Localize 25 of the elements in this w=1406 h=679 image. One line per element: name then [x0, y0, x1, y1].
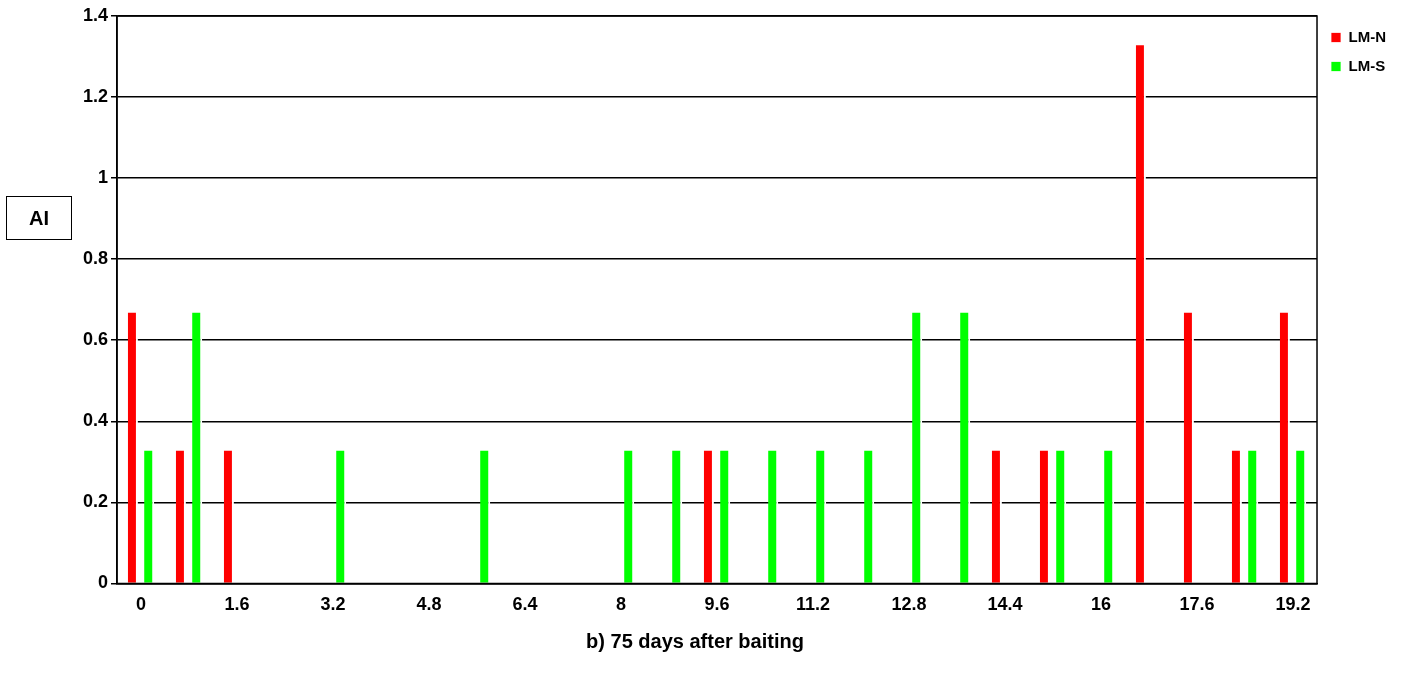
x-tick-label: 1.6: [224, 594, 250, 615]
x-tick-label: 12.8: [891, 594, 927, 615]
y-tick-label: 1.2: [82, 86, 109, 107]
y-tick-label: 0.6: [82, 329, 109, 350]
x-tick-label: 16: [1091, 594, 1112, 615]
x-tick-label: 9.6: [704, 594, 730, 615]
legend-label: LM-N: [1348, 27, 1387, 45]
y-tick-label: 0: [98, 572, 109, 593]
x-tick-label: 3.2: [320, 594, 346, 615]
y-tick-label: 0.4: [82, 410, 109, 431]
x-tick-label: 11.2: [795, 594, 831, 615]
legend-label: LM-S: [1348, 56, 1386, 74]
x-tick-label: 19.2: [1275, 594, 1311, 615]
x-tick-label: 4.8: [416, 594, 442, 615]
x-tick-label: 17.6: [1179, 594, 1215, 615]
x-axis-title: b) 75 days after baiting: [585, 630, 805, 653]
x-tick-label: 6.4: [512, 594, 538, 615]
y-tick-label: 1.4: [82, 4, 109, 25]
x-tick-label: 0: [136, 594, 147, 615]
x-tick-label: 14.4: [987, 594, 1023, 615]
y-tick-label: 0.2: [82, 491, 109, 512]
x-tick-label: 8: [616, 594, 627, 615]
y-axis-title: AI: [6, 196, 72, 240]
y-tick-label: 0.8: [82, 248, 109, 269]
y-tick-label: 1: [98, 167, 109, 188]
